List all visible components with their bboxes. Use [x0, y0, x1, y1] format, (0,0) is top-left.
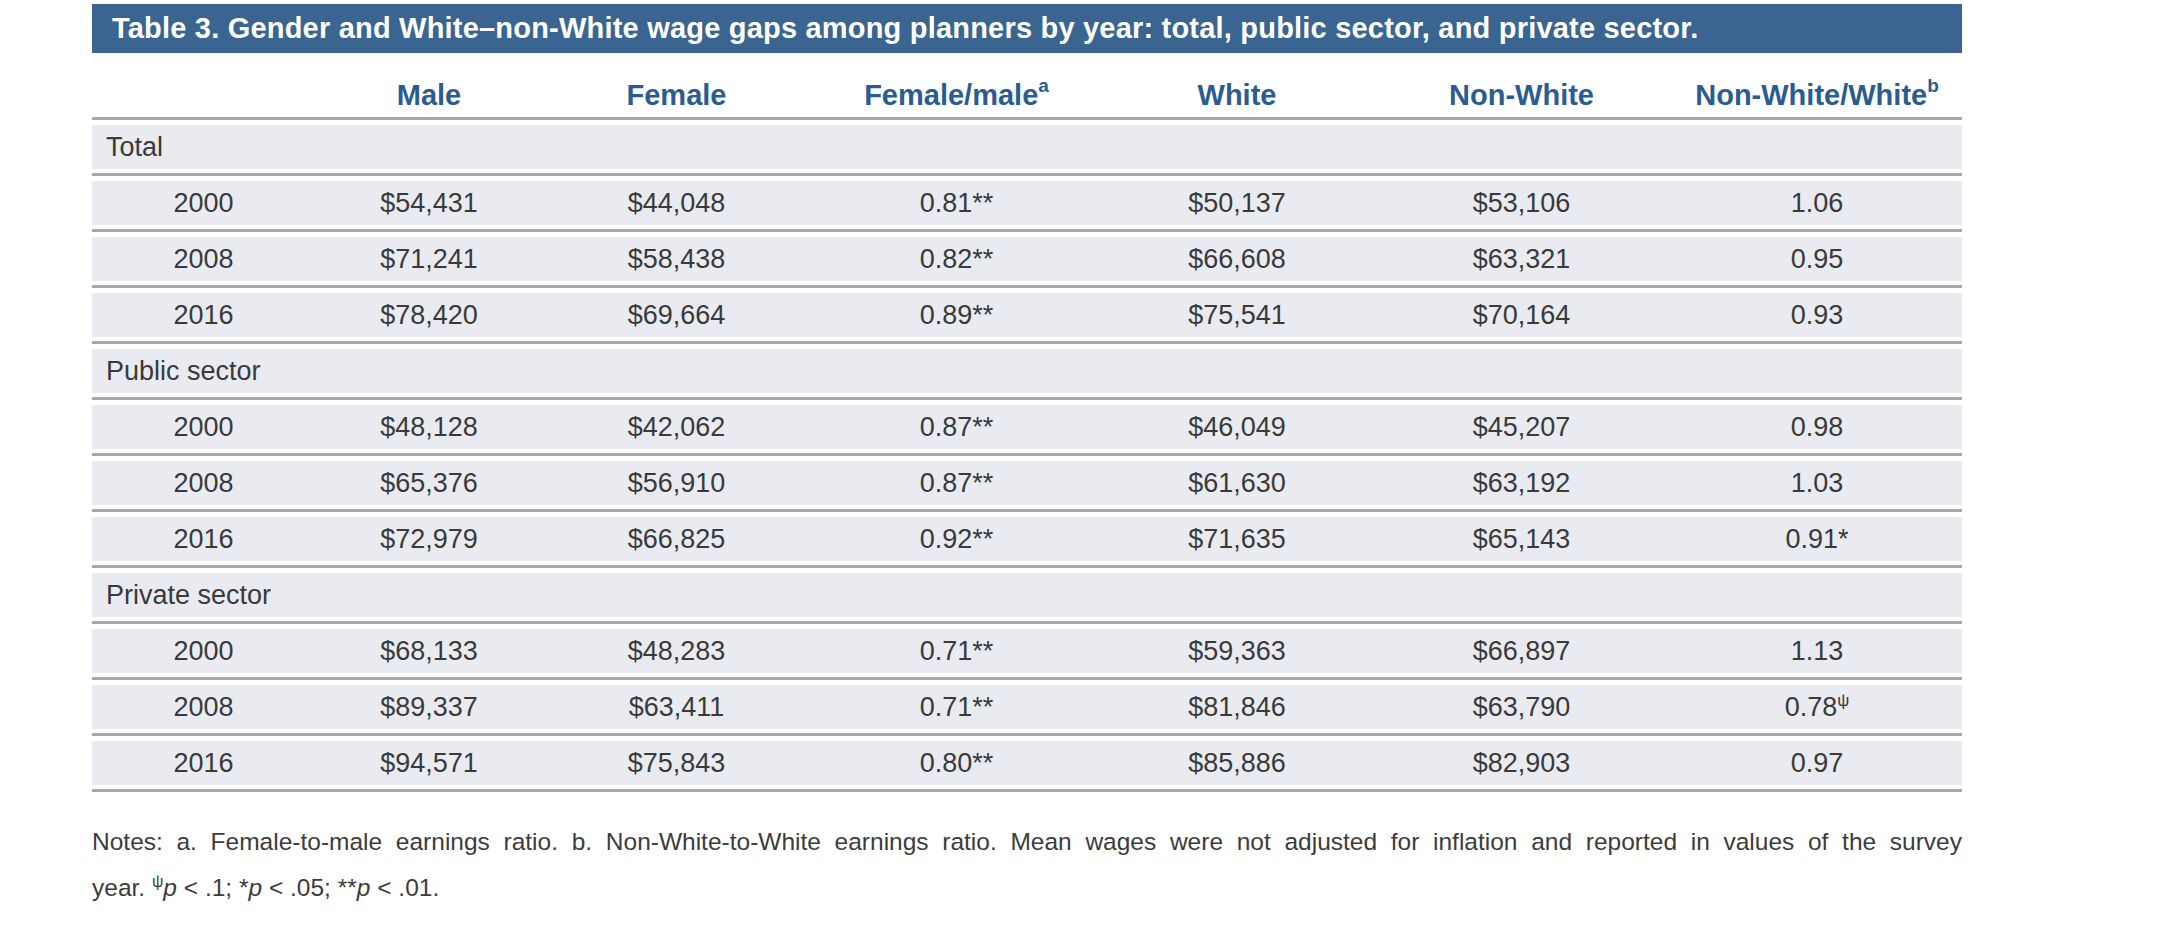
year-cell: 2000	[92, 181, 315, 225]
male-wage-cell: $65,376	[315, 461, 543, 505]
female-wage-cell: $69,664	[543, 293, 810, 337]
year-cell: 2016	[92, 517, 315, 561]
table-body: Total 2000 $54,431 $44,048 0.81** $50,13…	[92, 117, 1962, 792]
nonwhite-white-ratio-cell: 0.93	[1672, 293, 1962, 337]
female-male-ratio-cell: 0.71**	[810, 685, 1103, 729]
female-male-ratio-cell: 0.87**	[810, 405, 1103, 449]
nonwhite-white-ratio-cell: 1.13	[1672, 629, 1962, 673]
male-wage-cell: $71,241	[315, 237, 543, 281]
male-wage-cell: $89,337	[315, 685, 543, 729]
table-title: Table 3. Gender and White–non-White wage…	[112, 12, 1698, 44]
section-label: Public sector	[92, 349, 1962, 393]
white-wage-cell: $61,630	[1103, 461, 1371, 505]
nonwhite-wage-cell: $65,143	[1371, 517, 1672, 561]
footnote-marker-a: a	[1038, 75, 1049, 96]
female-male-ratio-cell: 0.81**	[810, 181, 1103, 225]
female-wage-cell: $42,062	[543, 405, 810, 449]
year-cell: 2008	[92, 685, 315, 729]
header-cell-white: White	[1103, 81, 1371, 110]
header-cell-female: Female	[543, 81, 810, 110]
section-label: Private sector	[92, 573, 1962, 617]
male-wage-cell: $94,571	[315, 741, 543, 785]
female-male-ratio-cell: 0.92**	[810, 517, 1103, 561]
nonwhite-white-ratio-cell: 0.95	[1672, 237, 1962, 281]
psi-marker: ψ	[1837, 691, 1849, 710]
nonwhite-white-ratio-cell: 1.03	[1672, 461, 1962, 505]
white-wage-cell: $66,608	[1103, 237, 1371, 281]
header-cell-nonwhite: Non-White	[1371, 81, 1672, 110]
male-wage-cell: $78,420	[315, 293, 543, 337]
nonwhite-white-ratio-cell: 0.97	[1672, 741, 1962, 785]
white-wage-cell: $46,049	[1103, 405, 1371, 449]
white-wage-cell: $85,886	[1103, 741, 1371, 785]
table-notes: Notes: a. Female-to-male earnings ratio.…	[92, 822, 1962, 908]
table-row: 2000 $48,128 $42,062 0.87** $46,049 $45,…	[92, 397, 1962, 453]
white-wage-cell: $50,137	[1103, 181, 1371, 225]
female-wage-cell: $58,438	[543, 237, 810, 281]
female-male-ratio-cell: 0.71**	[810, 629, 1103, 673]
section-row-private-sector: Private sector	[92, 565, 1962, 621]
nonwhite-wage-cell: $70,164	[1371, 293, 1672, 337]
single-star-marker: *	[239, 874, 249, 901]
white-wage-cell: $75,541	[1103, 293, 1371, 337]
table-3: Table 3. Gender and White–non-White wage…	[92, 4, 1962, 908]
male-wage-cell: $68,133	[315, 629, 543, 673]
nonwhite-white-ratio-cell: 1.06	[1672, 181, 1962, 225]
nonwhite-wage-cell: $63,321	[1371, 237, 1672, 281]
table-row: 2008 $89,337 $63,411 0.71** $81,846 $63,…	[92, 677, 1962, 733]
table-title-bar: Table 3. Gender and White–non-White wage…	[92, 4, 1962, 53]
table-row: 2016 $78,420 $69,664 0.89** $75,541 $70,…	[92, 285, 1962, 341]
double-star-marker: **	[338, 874, 357, 901]
table-row: 2016 $94,571 $75,843 0.80** $85,886 $82,…	[92, 733, 1962, 789]
year-cell: 2000	[92, 629, 315, 673]
year-cell: 2000	[92, 405, 315, 449]
white-wage-cell: $81,846	[1103, 685, 1371, 729]
female-male-ratio-cell: 0.82**	[810, 237, 1103, 281]
year-cell: 2016	[92, 741, 315, 785]
footnote-marker-b: b	[1927, 75, 1939, 96]
white-wage-cell: $59,363	[1103, 629, 1371, 673]
male-wage-cell: $72,979	[315, 517, 543, 561]
table-row: 2000 $54,431 $44,048 0.81** $50,137 $53,…	[92, 173, 1962, 229]
female-male-ratio-cell: 0.87**	[810, 461, 1103, 505]
female-wage-cell: $75,843	[543, 741, 810, 785]
nonwhite-wage-cell: $66,897	[1371, 629, 1672, 673]
header-cell-male: Male	[315, 81, 543, 110]
header-cell-female-male: Female/malea	[810, 78, 1103, 110]
female-male-ratio-cell: 0.89**	[810, 293, 1103, 337]
female-wage-cell: $48,283	[543, 629, 810, 673]
white-wage-cell: $71,635	[1103, 517, 1371, 561]
section-row-total: Total	[92, 117, 1962, 173]
notes-line-2: year. ψp < .1; *p < .05; **p < .01.	[92, 862, 1962, 908]
female-wage-cell: $66,825	[543, 517, 810, 561]
nonwhite-white-ratio-cell: 0.78ψ	[1672, 685, 1962, 729]
year-cell: 2008	[92, 461, 315, 505]
header-cell-nonwhite-white: Non-White/Whiteb	[1672, 78, 1962, 110]
table-row: 2000 $68,133 $48,283 0.71** $59,363 $66,…	[92, 621, 1962, 677]
female-wage-cell: $56,910	[543, 461, 810, 505]
nonwhite-wage-cell: $53,106	[1371, 181, 1672, 225]
table-row: 2008 $65,376 $56,910 0.87** $61,630 $63,…	[92, 453, 1962, 509]
table-header-row: Male Female Female/malea White Non-White…	[92, 53, 1962, 117]
section-label: Total	[92, 125, 1962, 169]
male-wage-cell: $54,431	[315, 181, 543, 225]
male-wage-cell: $48,128	[315, 405, 543, 449]
female-wage-cell: $63,411	[543, 685, 810, 729]
female-wage-cell: $44,048	[543, 181, 810, 225]
nonwhite-wage-cell: $82,903	[1371, 741, 1672, 785]
psi-marker: ψ	[152, 873, 163, 890]
nonwhite-wage-cell: $45,207	[1371, 405, 1672, 449]
table-row: 2008 $71,241 $58,438 0.82** $66,608 $63,…	[92, 229, 1962, 285]
section-row-public-sector: Public sector	[92, 341, 1962, 397]
notes-line-1: Notes: a. Female-to-male earnings ratio.…	[92, 822, 1962, 862]
year-cell: 2008	[92, 237, 315, 281]
nonwhite-white-ratio-cell: 0.91*	[1672, 517, 1962, 561]
nonwhite-wage-cell: $63,790	[1371, 685, 1672, 729]
nonwhite-white-ratio-cell: 0.98	[1672, 405, 1962, 449]
year-cell: 2016	[92, 293, 315, 337]
table-row: 2016 $72,979 $66,825 0.92** $71,635 $65,…	[92, 509, 1962, 565]
female-male-ratio-cell: 0.80**	[810, 741, 1103, 785]
nonwhite-wage-cell: $63,192	[1371, 461, 1672, 505]
